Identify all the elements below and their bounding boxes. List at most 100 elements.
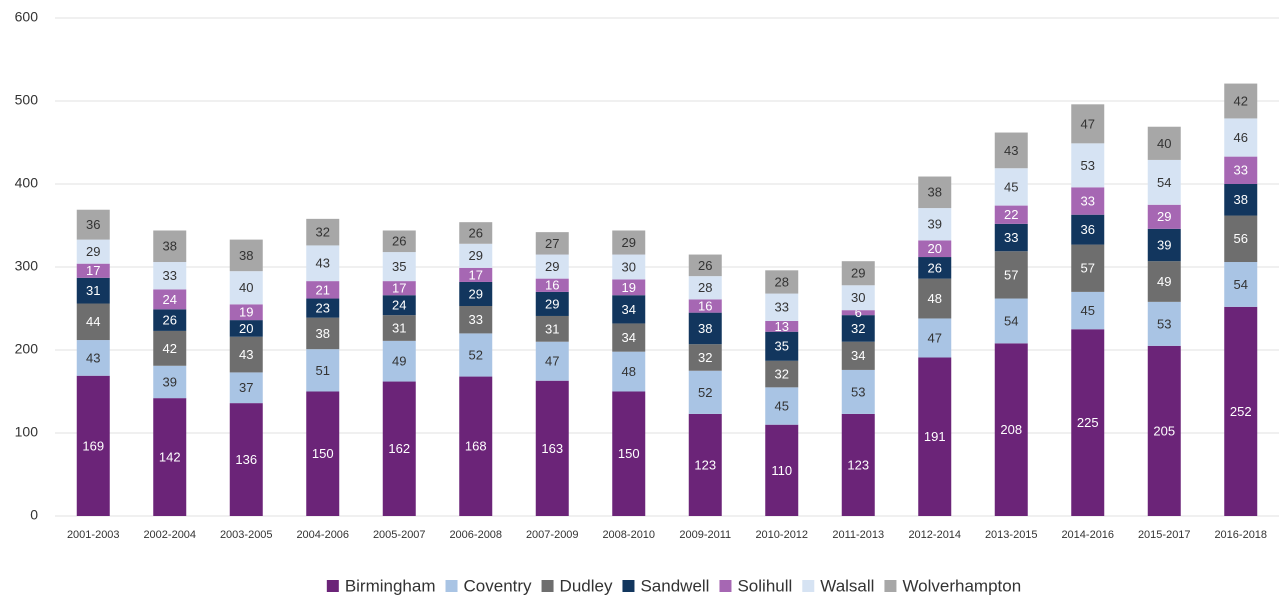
bar-segment: [382, 281, 416, 296]
bar-segment: [918, 318, 952, 358]
legend-label: Wolverhampton: [902, 576, 1021, 595]
bar-segment: [1147, 301, 1181, 346]
data-label: 225: [1077, 415, 1099, 430]
data-label: 53: [1081, 158, 1095, 173]
data-label: 26: [698, 258, 712, 273]
data-label: 29: [545, 259, 559, 274]
data-label: 44: [86, 314, 100, 329]
data-label: 26: [469, 225, 483, 240]
data-label: 13: [775, 319, 789, 334]
bar-segment: [76, 375, 110, 516]
data-label: 21: [316, 282, 330, 297]
legend-label: Sandwell: [640, 576, 709, 595]
data-label: 38: [163, 239, 177, 254]
bar-segment: [459, 306, 493, 334]
data-label: 29: [851, 266, 865, 281]
bar-segment: [918, 257, 952, 279]
data-label: 191: [924, 429, 946, 444]
bar-segment: [612, 351, 646, 392]
bar-segment: [841, 285, 875, 311]
data-label: 20: [928, 241, 942, 256]
bar-segment: [1071, 187, 1105, 215]
data-label: 48: [622, 364, 636, 379]
data-label: 33: [469, 312, 483, 327]
data-label: 42: [163, 341, 177, 356]
legend-label: Walsall: [820, 576, 874, 595]
bar-segment: [382, 381, 416, 516]
x-tick-label: 2010-2012: [755, 529, 808, 541]
data-label: 33: [163, 268, 177, 283]
data-label: 49: [1157, 274, 1171, 289]
data-label: 205: [1153, 423, 1175, 438]
bar-segment: [612, 230, 646, 255]
bar-segment: [765, 360, 799, 388]
bar-segment: [1147, 204, 1181, 229]
bar-segment: [918, 357, 952, 516]
data-label: 150: [618, 446, 640, 461]
data-label: 40: [1157, 136, 1171, 151]
data-label: 47: [1081, 116, 1095, 131]
data-label: 47: [545, 354, 559, 369]
bar-segment: [459, 222, 493, 244]
bar-segment: [688, 312, 722, 345]
data-label: 29: [545, 296, 559, 311]
data-label: 32: [316, 225, 330, 240]
bar-segment: [459, 281, 493, 307]
data-label: 22: [1004, 207, 1018, 222]
data-label: 54: [1234, 277, 1248, 292]
bar-segment: [153, 289, 187, 310]
legend-label: Birmingham: [345, 576, 436, 595]
data-label: 43: [239, 347, 253, 362]
data-label: 252: [1230, 404, 1252, 419]
data-label: 45: [1081, 303, 1095, 318]
bar-segment: [535, 315, 569, 342]
data-label: 43: [316, 256, 330, 271]
bar-segment: [918, 240, 952, 258]
bar-segment: [1224, 118, 1258, 157]
data-label: 123: [847, 457, 869, 472]
bar-segment: [76, 263, 110, 278]
bar-segment: [1147, 345, 1181, 516]
data-label: 48: [928, 291, 942, 306]
bar-segment: [382, 315, 416, 341]
bar-segment: [535, 341, 569, 381]
data-label: 26: [928, 260, 942, 275]
data-label: 57: [1004, 267, 1018, 282]
data-label: 56: [1234, 231, 1248, 246]
bar-segment: [841, 413, 875, 516]
legend-swatch: [884, 580, 897, 592]
bar-segment: [841, 261, 875, 286]
data-label: 162: [388, 441, 410, 456]
data-label: 208: [1000, 422, 1022, 437]
data-label: 38: [1234, 192, 1248, 207]
data-label: 34: [851, 348, 865, 363]
data-label: 31: [545, 321, 559, 336]
bar-segment: [994, 251, 1028, 299]
data-label: 51: [316, 363, 330, 378]
bar-segment: [612, 323, 646, 352]
bar-segment: [153, 262, 187, 290]
data-label: 16: [545, 278, 559, 293]
bar-segment: [994, 132, 1028, 169]
bar-segment: [1147, 228, 1181, 262]
bar-segment: [1071, 291, 1105, 330]
bar-segment: [1224, 184, 1258, 216]
bar-segment: [229, 271, 263, 305]
bar-segment: [994, 343, 1028, 516]
data-label: 39: [163, 374, 177, 389]
bar-segment: [765, 331, 799, 361]
bar-segment: [688, 254, 722, 277]
bar-segment: [382, 252, 416, 282]
bar-segment: [688, 299, 722, 313]
bar-segment: [765, 270, 799, 294]
data-label: 136: [235, 452, 257, 467]
data-label: 52: [698, 385, 712, 400]
bar-segment: [918, 208, 952, 241]
data-label: 28: [775, 274, 789, 289]
bar-segment: [1071, 244, 1105, 292]
x-tick-label: 2014-2016: [1061, 529, 1114, 541]
bar-segment: [76, 239, 110, 264]
bar-segment: [382, 230, 416, 253]
data-label: 45: [1004, 179, 1018, 194]
data-label: 34: [622, 302, 636, 317]
